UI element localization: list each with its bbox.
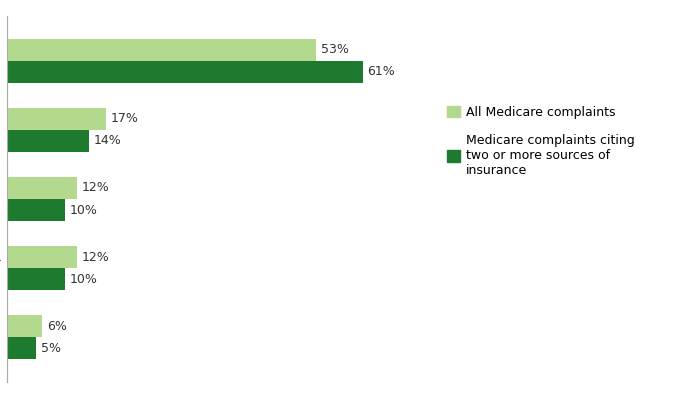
Bar (7, 61, 363, 83)
Bar (7, 108, 106, 130)
Text: 12%: 12% (82, 181, 109, 195)
Bar (7, 130, 89, 152)
Bar (7, 268, 65, 290)
Text: 6%: 6% (47, 320, 66, 333)
Text: 53%: 53% (321, 43, 349, 56)
Text: 14%: 14% (93, 135, 121, 148)
Text: 12%: 12% (82, 250, 109, 263)
Text: 10%: 10% (70, 273, 98, 286)
Legend: All Medicare complaints, Medicare complaints citing
two or more sources of
insur: All Medicare complaints, Medicare compla… (447, 106, 635, 177)
Bar (7, 315, 42, 337)
Text: 61%: 61% (368, 65, 395, 78)
Bar (7, 337, 36, 359)
Bar (7, 39, 316, 61)
Bar (7, 177, 77, 199)
Text: 10%: 10% (70, 203, 98, 217)
Bar (7, 199, 65, 221)
Bar (7, 246, 77, 268)
Text: 17%: 17% (111, 112, 139, 125)
Text: 5%: 5% (41, 342, 61, 355)
